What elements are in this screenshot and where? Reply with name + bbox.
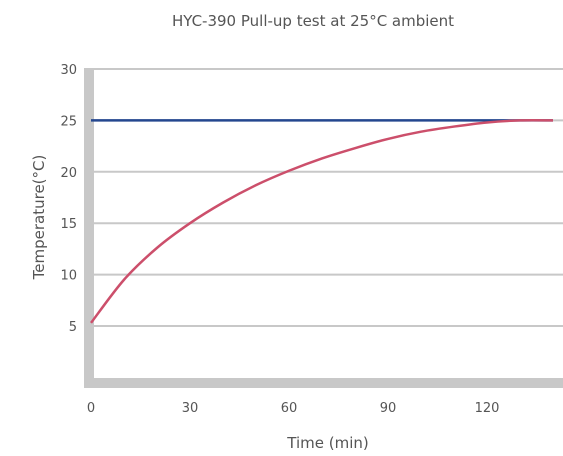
y-axis-label: Temperature(°C) (30, 155, 48, 281)
series-line-1 (90, 118, 554, 324)
y-tick-label: 5 (69, 320, 77, 335)
y-tick-label: 25 (60, 114, 77, 129)
grid (94, 68, 563, 327)
x-axis-bar (84, 378, 563, 388)
y-tick-label: 20 (60, 166, 77, 181)
y-ticks: 5 10 15 20 25 30 (60, 63, 77, 335)
y-axis-bar (84, 68, 94, 388)
x-ticks: 0 30 60 90 120 (87, 401, 500, 416)
x-tick-label: 30 (182, 401, 199, 416)
x-tick-label: 120 (475, 401, 500, 416)
y-tick-label: 15 (60, 217, 77, 232)
chart-title: HYC-390 Pull-up test at 25°C ambient (172, 12, 454, 30)
x-tick-label: 0 (87, 401, 95, 416)
x-tick-label: 90 (380, 401, 397, 416)
y-tick-label: 10 (60, 269, 77, 284)
series (90, 118, 554, 324)
y-tick-label: 30 (60, 63, 77, 78)
x-axis-label: Time (min) (286, 434, 368, 452)
x-tick-label: 60 (281, 401, 298, 416)
